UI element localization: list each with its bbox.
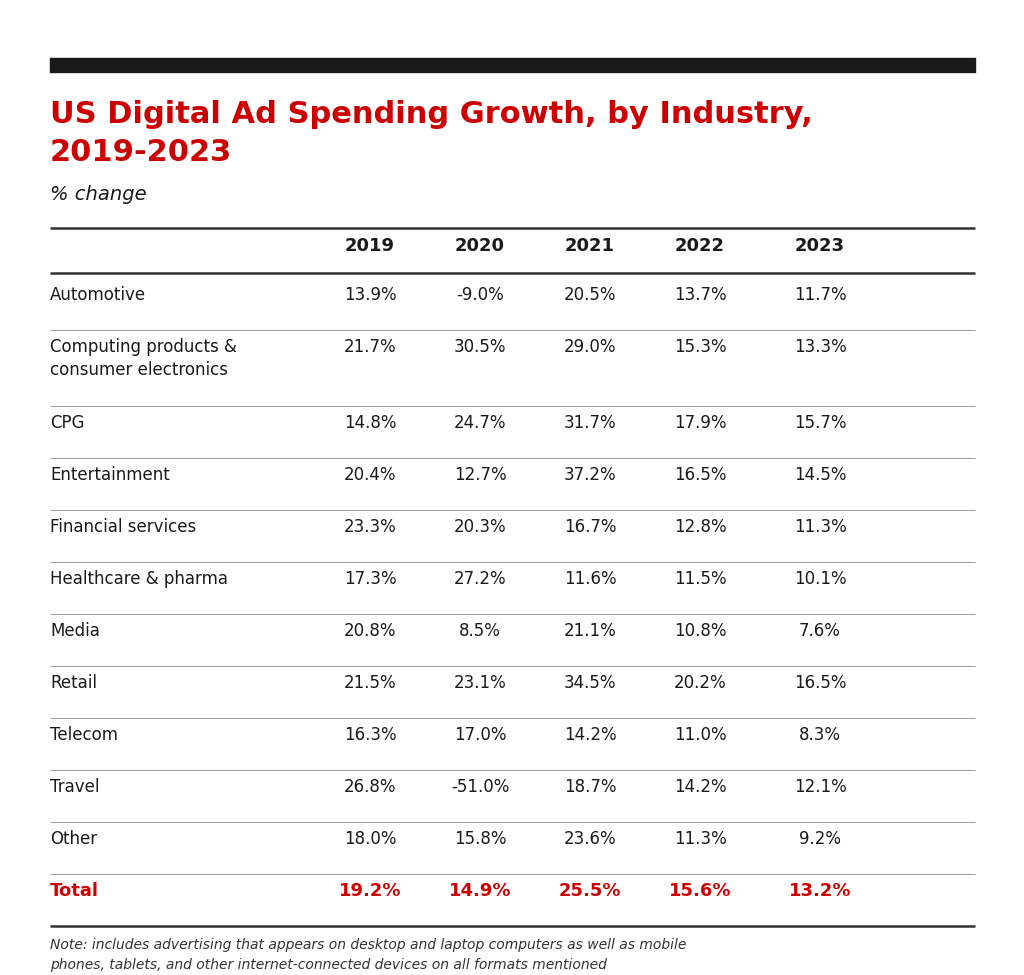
Text: Telecom: Telecom (50, 726, 118, 744)
Text: 10.8%: 10.8% (674, 622, 726, 640)
Text: 26.8%: 26.8% (344, 778, 396, 796)
Text: 13.7%: 13.7% (674, 286, 726, 304)
Text: -9.0%: -9.0% (456, 286, 504, 304)
Text: 11.5%: 11.5% (674, 570, 726, 588)
Text: US Digital Ad Spending Growth, by Industry,: US Digital Ad Spending Growth, by Indust… (50, 100, 813, 129)
Text: 14.2%: 14.2% (674, 778, 726, 796)
Text: Financial services: Financial services (50, 518, 197, 536)
Text: 16.5%: 16.5% (794, 674, 846, 692)
Text: 23.6%: 23.6% (563, 830, 616, 848)
Text: 14.9%: 14.9% (449, 882, 511, 900)
Text: Automotive: Automotive (50, 286, 146, 304)
Text: 16.3%: 16.3% (344, 726, 396, 744)
Text: 30.5%: 30.5% (454, 338, 506, 356)
Text: 10.1%: 10.1% (794, 570, 846, 588)
Text: Other: Other (50, 830, 97, 848)
Text: 19.2%: 19.2% (339, 882, 401, 900)
Text: Retail: Retail (50, 674, 97, 692)
Text: 11.3%: 11.3% (674, 830, 726, 848)
Text: 25.5%: 25.5% (559, 882, 622, 900)
Text: Computing products &
consumer electronics: Computing products & consumer electronic… (50, 338, 237, 379)
Text: 14.5%: 14.5% (794, 466, 846, 484)
Text: 23.1%: 23.1% (454, 674, 507, 692)
Text: 2022: 2022 (675, 237, 725, 255)
Text: 15.6%: 15.6% (669, 882, 731, 900)
Text: 31.7%: 31.7% (563, 414, 616, 432)
Text: 7.6%: 7.6% (799, 622, 841, 640)
Text: 20.5%: 20.5% (564, 286, 616, 304)
Text: 18.0%: 18.0% (344, 830, 396, 848)
Text: Healthcare & pharma: Healthcare & pharma (50, 570, 228, 588)
Text: Entertainment: Entertainment (50, 466, 170, 484)
Text: 11.7%: 11.7% (794, 286, 846, 304)
Text: 9.2%: 9.2% (799, 830, 841, 848)
Text: 34.5%: 34.5% (564, 674, 616, 692)
Text: 16.7%: 16.7% (564, 518, 616, 536)
Text: CPG: CPG (50, 414, 85, 432)
Text: 15.3%: 15.3% (674, 338, 726, 356)
Text: 2023: 2023 (795, 237, 845, 255)
Text: 14.8%: 14.8% (344, 414, 396, 432)
Text: 13.3%: 13.3% (794, 338, 847, 356)
Text: 29.0%: 29.0% (564, 338, 616, 356)
Text: Media: Media (50, 622, 100, 640)
Text: % change: % change (50, 185, 146, 204)
Text: 20.3%: 20.3% (454, 518, 506, 536)
Text: 8.5%: 8.5% (459, 622, 501, 640)
Text: 11.0%: 11.0% (674, 726, 726, 744)
Text: 21.1%: 21.1% (563, 622, 616, 640)
Text: 27.2%: 27.2% (454, 570, 506, 588)
Text: 21.7%: 21.7% (344, 338, 396, 356)
Text: 24.7%: 24.7% (454, 414, 506, 432)
Text: 23.3%: 23.3% (344, 518, 396, 536)
Text: 20.8%: 20.8% (344, 622, 396, 640)
Text: 18.7%: 18.7% (564, 778, 616, 796)
Text: 12.7%: 12.7% (454, 466, 506, 484)
Text: 12.1%: 12.1% (794, 778, 847, 796)
Text: 2020: 2020 (455, 237, 505, 255)
Text: 11.3%: 11.3% (794, 518, 847, 536)
Text: 16.5%: 16.5% (674, 466, 726, 484)
Text: 21.5%: 21.5% (344, 674, 396, 692)
Text: 8.3%: 8.3% (799, 726, 841, 744)
Text: 17.0%: 17.0% (454, 726, 506, 744)
Text: 13.9%: 13.9% (344, 286, 396, 304)
Text: 17.9%: 17.9% (674, 414, 726, 432)
Text: 37.2%: 37.2% (563, 466, 616, 484)
Text: -51.0%: -51.0% (451, 778, 509, 796)
Text: 17.3%: 17.3% (344, 570, 396, 588)
Text: 11.6%: 11.6% (563, 570, 616, 588)
Text: 13.2%: 13.2% (788, 882, 851, 900)
Text: Note: includes advertising that appears on desktop and laptop computers as well : Note: includes advertising that appears … (50, 938, 686, 952)
Text: Travel: Travel (50, 778, 99, 796)
Text: 2019-2023: 2019-2023 (50, 138, 232, 167)
Text: 2021: 2021 (565, 237, 615, 255)
Text: 2019: 2019 (345, 237, 395, 255)
Text: 15.8%: 15.8% (454, 830, 506, 848)
Text: phones, tablets, and other internet-connected devices on all formats mentioned: phones, tablets, and other internet-conn… (50, 958, 607, 972)
Text: 15.7%: 15.7% (794, 414, 846, 432)
Text: 14.2%: 14.2% (563, 726, 616, 744)
Text: Total: Total (50, 882, 99, 900)
Text: 12.8%: 12.8% (674, 518, 726, 536)
Text: 20.2%: 20.2% (674, 674, 726, 692)
Text: 20.4%: 20.4% (344, 466, 396, 484)
